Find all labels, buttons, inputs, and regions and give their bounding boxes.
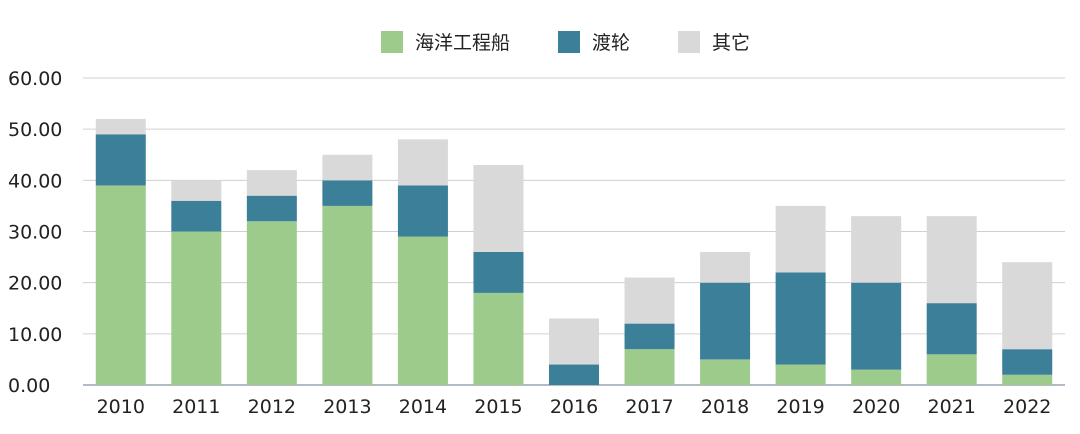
x-tick-label: 2015 xyxy=(474,396,522,418)
bar-segment-0-2017 xyxy=(624,349,675,385)
bar-segment-2-2019 xyxy=(775,205,826,273)
x-tick-label: 2018 xyxy=(701,396,749,418)
x-tick-label: 2022 xyxy=(1003,396,1051,418)
bar-segment-2-2015 xyxy=(473,164,524,252)
bar-segment-1-2015 xyxy=(473,251,524,293)
legend-label: 渡轮 xyxy=(592,32,630,54)
bar-segment-1-2017 xyxy=(624,323,675,350)
bar-segment-2-2014 xyxy=(397,139,448,186)
bar-segment-0-2012 xyxy=(246,221,297,385)
bar-segment-2-2022 xyxy=(1002,262,1053,350)
x-tick-label: 2021 xyxy=(928,396,976,418)
y-tick-label: 10.00 xyxy=(8,324,62,346)
legend-swatch xyxy=(381,31,403,53)
bar-segment-0-2022 xyxy=(1002,374,1053,385)
bar-segment-1-2022 xyxy=(1002,349,1053,375)
bar-segment-1-2013 xyxy=(322,180,373,206)
x-tick-label: 2017 xyxy=(625,396,673,418)
bar-segment-1-2016 xyxy=(549,364,599,385)
bar-segment-2-2010 xyxy=(95,118,146,135)
bar-segment-0-2011 xyxy=(171,231,222,385)
bar-segment-1-2021 xyxy=(926,303,977,355)
bar-segment-1-2014 xyxy=(397,185,448,237)
y-tick-label: 0.00 xyxy=(8,375,50,397)
y-tick-label: 30.00 xyxy=(8,222,62,244)
bar-segment-1-2012 xyxy=(246,195,297,222)
x-tick-label: 2014 xyxy=(399,396,447,418)
x-tick-label: 2019 xyxy=(776,396,824,418)
x-tick-label: 2012 xyxy=(248,396,296,418)
bar-segment-2-2016 xyxy=(549,318,599,365)
bar-segment-1-2010 xyxy=(95,134,146,186)
bar-segment-2-2021 xyxy=(926,216,977,304)
x-tick-label: 2010 xyxy=(97,396,145,418)
bar-segment-1-2020 xyxy=(851,282,902,370)
bar-segment-2-2018 xyxy=(700,251,751,283)
legend-swatch xyxy=(678,31,700,53)
x-axis: 2010 2011 2012 2013 2014 2015 2016 2017 2018 2019… xyxy=(97,396,1052,418)
legend: 海洋工程船 渡轮 其它 xyxy=(381,31,750,54)
bar-segment-2-2011 xyxy=(171,180,222,201)
bar-segment-0-2015 xyxy=(473,292,524,385)
bar-segment-1-2011 xyxy=(171,200,222,232)
bar-segment-0-2020 xyxy=(851,369,902,385)
x-tick-label: 2011 xyxy=(172,396,220,418)
y-tick-label: 40.00 xyxy=(8,170,62,192)
y-tick-label: 50.00 xyxy=(8,119,62,141)
bar-segment-2-2020 xyxy=(851,216,902,283)
y-tick-label: 60.00 xyxy=(8,68,62,90)
x-tick-label: 2013 xyxy=(323,396,371,418)
x-tick-label: 2020 xyxy=(852,396,900,418)
bars xyxy=(95,118,1053,385)
bar-segment-0-2018 xyxy=(700,359,751,385)
legend-label: 其它 xyxy=(712,32,750,54)
bar-segment-0-2014 xyxy=(397,236,448,385)
bar-segment-2-2012 xyxy=(246,170,297,196)
bar-segment-1-2018 xyxy=(700,282,751,360)
x-tick-label: 2016 xyxy=(550,396,598,418)
bar-segment-1-2019 xyxy=(775,272,826,365)
bar-segment-2-2017 xyxy=(624,277,675,324)
gridlines xyxy=(83,77,1065,335)
y-tick-label: 20.00 xyxy=(8,273,62,295)
y-axis: 0.00 10.00 20.00 30.00 40.00 50.00 60.00 xyxy=(8,68,1065,397)
legend-label: 海洋工程船 xyxy=(415,32,510,54)
bar-segment-0-2021 xyxy=(926,354,977,385)
bar-segment-0-2010 xyxy=(95,185,146,385)
bar-segment-2-2013 xyxy=(322,154,373,181)
bar-segment-0-2013 xyxy=(322,205,373,385)
bar-segment-0-2019 xyxy=(775,364,826,385)
legend-swatch xyxy=(558,31,580,53)
